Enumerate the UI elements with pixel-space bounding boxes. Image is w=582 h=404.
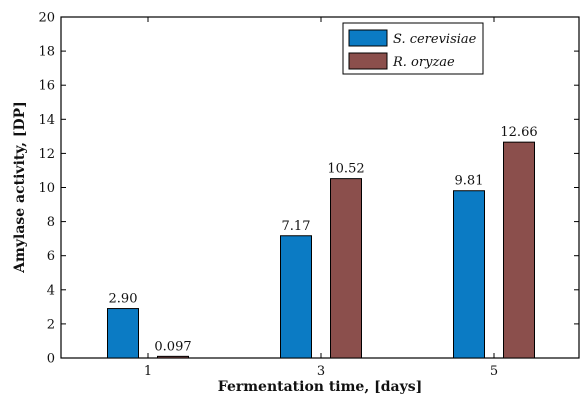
data-label: 12.66 [500,125,537,140]
legend: S. cerevisiae R. oryzae [342,22,484,75]
y-tick-label: 2 [47,317,55,332]
data-label: 2.90 [109,292,138,307]
legend-swatch-s-cerevisiae [348,29,388,47]
y-tick-label: 18 [38,45,55,60]
y-tick-label: 14 [38,113,55,128]
y-tick-label: 6 [47,249,55,264]
bar-s-cerevisiae-5 [453,190,485,359]
y-tick-label: 8 [47,215,55,230]
y-tick-label: 20 [38,11,55,26]
legend-label-s-cerevisiae: S. cerevisiae [393,32,477,47]
bar-r-oryzae-5 [503,141,535,359]
bar-r-oryzae-1 [157,355,189,359]
x-axis-title: Fermentation time, [days] [218,379,422,395]
bar-r-oryzae-3 [330,178,362,359]
plot-frame [60,16,580,359]
y-tick-label: 16 [38,79,55,94]
data-label: 10.52 [327,162,364,177]
y-tick-label: 12 [38,147,55,162]
x-tick-label: 3 [317,364,325,379]
x-tick-label: 1 [144,364,152,379]
y-axis: 0 2 4 6 8 10 12 14 16 18 20 [38,11,579,367]
y-axis-title: Amylase activity, [DP] [12,101,28,274]
data-labels-group: 2.90 7.17 9.81 0.097 10.52 12.66 [109,125,538,354]
data-label: 7.17 [282,219,311,234]
legend-label-r-oryzae: R. oryzae [392,55,455,70]
y-tick-label: 4 [47,283,55,298]
bar-s-cerevisiae-1 [107,308,139,359]
x-axis: 1 3 5 [144,17,498,379]
legend-swatch-r-oryzae [348,52,388,70]
y-tick-label: 10 [38,181,55,196]
bars-group [107,141,535,359]
data-label: 9.81 [455,174,484,189]
bar-s-cerevisiae-3 [280,235,312,359]
x-tick-label: 5 [490,364,498,379]
data-label: 0.097 [154,339,191,354]
y-tick-label: 0 [47,352,55,367]
